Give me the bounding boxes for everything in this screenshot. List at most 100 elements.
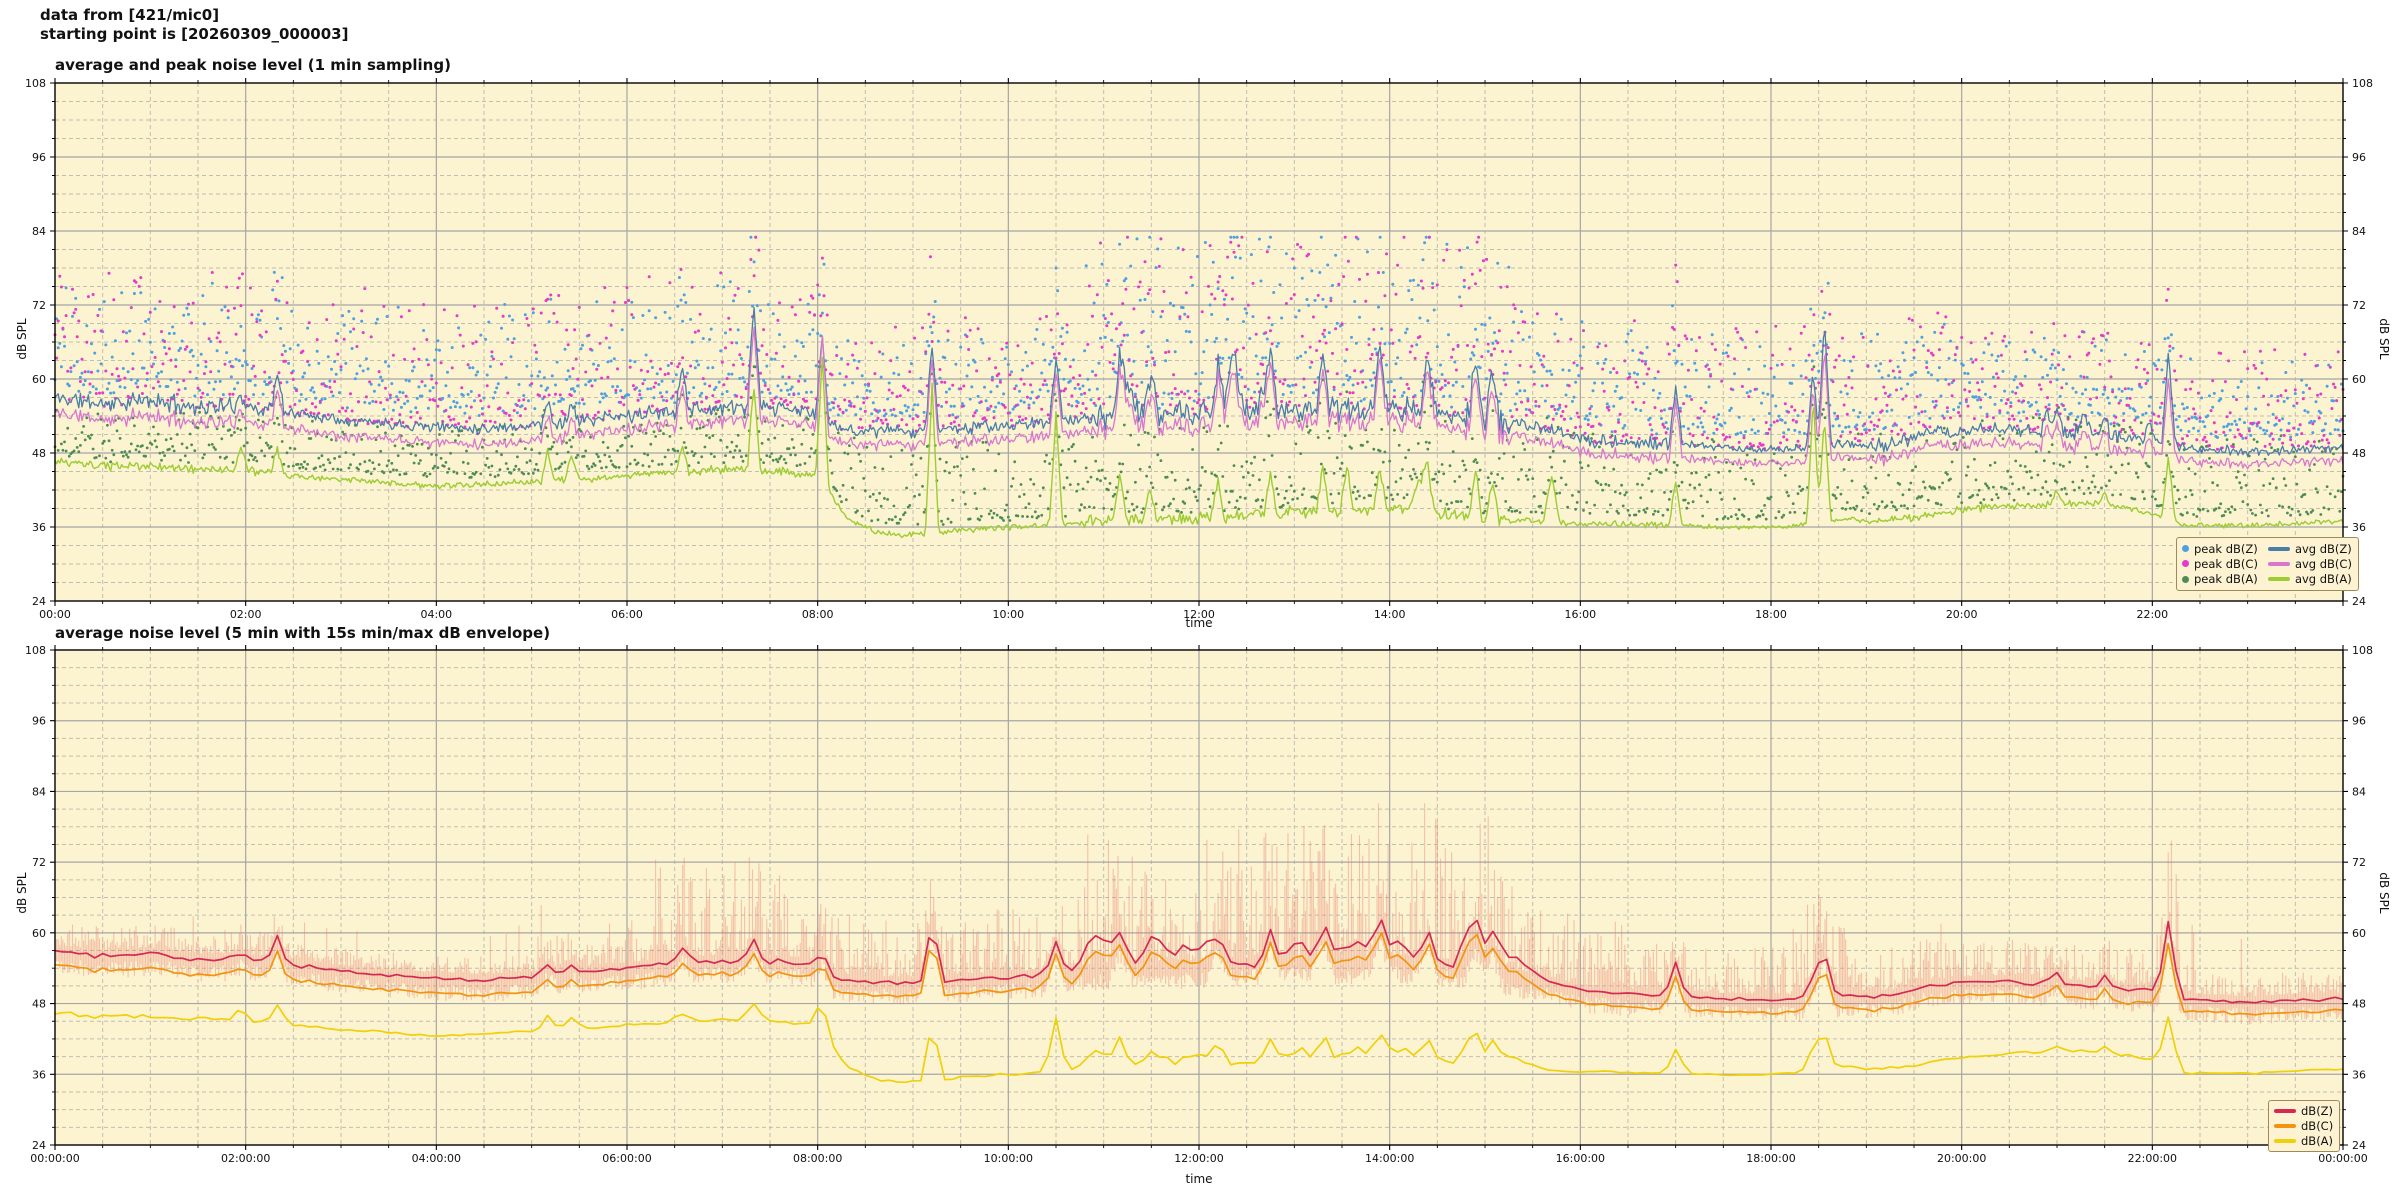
bottom-chart-title: average noise level (5 min with 15s min/… <box>55 624 551 642</box>
dbz-line <box>54 919 2344 1004</box>
bottom-ytick-label-left: 60 <box>32 927 46 940</box>
bottom-xtick-label: 20:00:00 <box>1937 1152 1986 1165</box>
bottom-ytick-label-left: 72 <box>32 856 46 869</box>
legend-line-marker <box>2267 577 2290 582</box>
legend-column: peak dB(Z) peak dB(C) peak dB(A) <box>2182 541 2258 587</box>
legend-item: avg dB(A) <box>2267 572 2352 587</box>
top-xtick-label: 22:00 <box>2136 608 2168 621</box>
legend-label: peak dB(C) <box>2194 556 2258 571</box>
legend-label: avg dB(Z) <box>2294 541 2352 556</box>
bottom-xtick-label: 18:00:00 <box>1746 1152 1795 1165</box>
top-ytick-label-right: 108 <box>2352 77 2373 90</box>
legend-label: dB(C) <box>2301 1118 2334 1133</box>
top-xtick-label: 12:00 <box>1183 608 1215 621</box>
top-ytick-label-right: 60 <box>2352 373 2366 386</box>
top-ytick-label-right: 48 <box>2352 447 2366 460</box>
dbc-line <box>54 932 2344 1016</box>
top-ytick-label-right: 72 <box>2352 299 2366 312</box>
top-ytick-label-left: 96 <box>32 151 46 164</box>
top-grid-major <box>55 83 2343 601</box>
top-xtick-label: 16:00 <box>1564 608 1596 621</box>
top-xtick-label: 14:00 <box>1374 608 1406 621</box>
bottom-xtick-label: 08:00:00 <box>793 1152 842 1165</box>
top-xtick-label: 20:00 <box>1946 608 1978 621</box>
bottom-xtick-label: 12:00:00 <box>1174 1152 1223 1165</box>
top-ytick-label-left: 36 <box>32 521 46 534</box>
top-xtick-label: 02:00 <box>230 608 262 621</box>
top-chart-legend: peak dB(Z) peak dB(C) peak dB(A) avg dB(Z) a… <box>2176 537 2359 591</box>
bottom-xtick-label: 02:00:00 <box>221 1152 270 1165</box>
bottom-ticks-major <box>50 645 2348 1150</box>
legend-item: avg dB(C) <box>2267 556 2352 571</box>
bottom-ytick-label-right: 24 <box>2352 1139 2366 1152</box>
legend-item: dB(C) <box>2274 1119 2333 1133</box>
legend-dot-marker <box>2182 545 2189 553</box>
legend-item: peak dB(C) <box>2182 557 2258 571</box>
top-xtick-label: 00:00 <box>39 608 71 621</box>
legend-dot-marker <box>2182 575 2189 583</box>
bottom-ytick-label-right: 60 <box>2352 927 2366 940</box>
bottom-ytick-label-left: 24 <box>32 1139 46 1152</box>
legend-label: peak dB(Z) <box>2194 541 2258 556</box>
top-chart-title: average and peak noise level (1 min samp… <box>55 56 451 74</box>
bottom-ytick-label-left: 48 <box>32 998 46 1011</box>
top-ytick-label-right: 24 <box>2352 595 2366 608</box>
bottom-ticks-minor <box>52 647 2346 1148</box>
legend-dot-marker <box>2182 560 2189 568</box>
top-ytick-label-left: 84 <box>32 225 46 238</box>
top-xtick-label: 06:00 <box>611 608 643 621</box>
top-ytick-label-left: 108 <box>25 77 46 90</box>
top-ticks-minor <box>52 80 2346 604</box>
bottom-xtick-label: 16:00:00 <box>1556 1152 1605 1165</box>
top-ytick-label-right: 96 <box>2352 151 2366 164</box>
header-line1: data from [421/mic0] <box>40 6 220 24</box>
bottom-xtick-label: 00:00:00 <box>30 1152 79 1165</box>
bottom-xtick-label: 10:00:00 <box>984 1152 1033 1165</box>
bottom-xlabel: time <box>1185 1172 1213 1186</box>
bottom-ytick-label-right: 72 <box>2352 856 2366 869</box>
legend-line-marker <box>2267 546 2290 551</box>
bottom-grid-major <box>55 650 2343 1145</box>
top-xlabel: time <box>1185 616 1213 630</box>
header: data from [421/mic0] starting point is [… <box>40 6 348 44</box>
legend-item: peak dB(Z) <box>2182 542 2258 556</box>
bottom-ytick-label-right: 84 <box>2352 785 2366 798</box>
avg-dbz-line <box>54 307 2344 457</box>
legend-item: peak dB(A) <box>2182 572 2258 586</box>
bottom-chart-legend: dB(Z) dB(C) dB(A) <box>2268 1100 2341 1152</box>
legend-line-marker <box>2274 1123 2296 1128</box>
legend-column: dB(Z) dB(C) dB(A) <box>2274 1104 2333 1148</box>
avg-dbc-line <box>54 326 2344 470</box>
legend-item: dB(Z) <box>2274 1104 2333 1118</box>
top-ytick-label-right: 84 <box>2352 225 2366 238</box>
bottom-chart: 24 24 36 36 48 48 60 60 72 72 84 84 96 96 108 108 00:00:… <box>25 644 2373 1165</box>
bottom-xtick-label: 04:00:00 <box>412 1152 461 1165</box>
bottom-xtick-label: 06:00:00 <box>602 1152 651 1165</box>
bottom-ytick-label-left: 96 <box>32 715 46 728</box>
legend-label: peak dB(A) <box>2194 572 2258 587</box>
legend-label: avg dB(A) <box>2294 572 2352 587</box>
top-xtick-label: 18:00 <box>1755 608 1787 621</box>
top-ytick-label-left: 72 <box>32 299 46 312</box>
top-ytick-label-left: 60 <box>32 373 46 386</box>
dba-line <box>54 1003 2344 1084</box>
top-xtick-label: 08:00 <box>802 608 834 621</box>
legend-line-marker <box>2267 561 2290 566</box>
bottom-ytick-label-left: 84 <box>32 785 46 798</box>
top-ytick-label-left: 48 <box>32 447 46 460</box>
bottom-ytick-label-left: 108 <box>25 644 46 657</box>
top-ytick-label-right: 36 <box>2352 521 2366 534</box>
legend-label: avg dB(C) <box>2294 556 2352 571</box>
top-ticks-major <box>50 78 2348 606</box>
top-chart: 24 24 36 36 48 48 60 60 72 72 84 84 96 96 108 108 00:00 0… <box>25 77 2373 621</box>
legend-label: dB(A) <box>2301 1133 2334 1148</box>
bottom-xtick-label: 14:00:00 <box>1365 1152 1414 1165</box>
header-line2: starting point is [20260309_000003] <box>40 25 349 43</box>
bottom-ytick-label-left: 36 <box>32 1068 46 1081</box>
top-xtick-label: 10:00 <box>992 608 1024 621</box>
bottom-ytick-label-right: 48 <box>2352 998 2366 1011</box>
bottom-ytick-label-right: 96 <box>2352 715 2366 728</box>
legend-item: avg dB(Z) <box>2267 541 2352 556</box>
top-xtick-label: 04:00 <box>420 608 452 621</box>
